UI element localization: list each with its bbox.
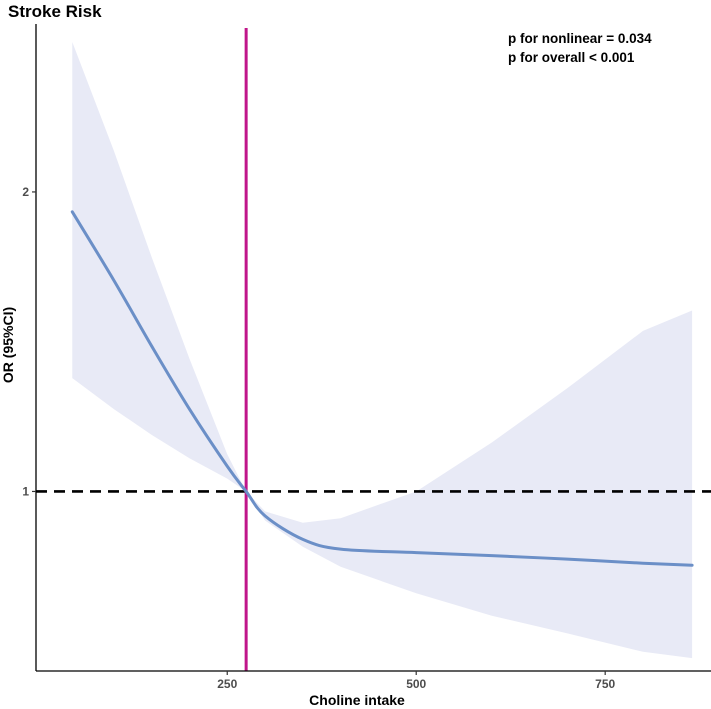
x-tick-label-750: 750 xyxy=(595,677,615,691)
y-tick-label-1: 1 xyxy=(22,484,29,498)
x-tick-label-500: 500 xyxy=(406,677,426,691)
y-tick-label-2: 2 xyxy=(22,185,29,199)
x-axis-title: Choline intake xyxy=(309,692,405,708)
annotation-nonlinear: p for nonlinear = 0.034 xyxy=(508,31,652,46)
plot-area: 250 500 750 1 2 xyxy=(22,24,711,691)
or-curve xyxy=(70,210,694,567)
chart-title: Stroke Risk xyxy=(8,2,102,21)
y-axis-title: OR (95%CI) xyxy=(0,307,16,383)
ci-band xyxy=(72,41,693,659)
annotation-overall: p for overall < 0.001 xyxy=(508,50,635,65)
x-tick-label-250: 250 xyxy=(217,677,237,691)
